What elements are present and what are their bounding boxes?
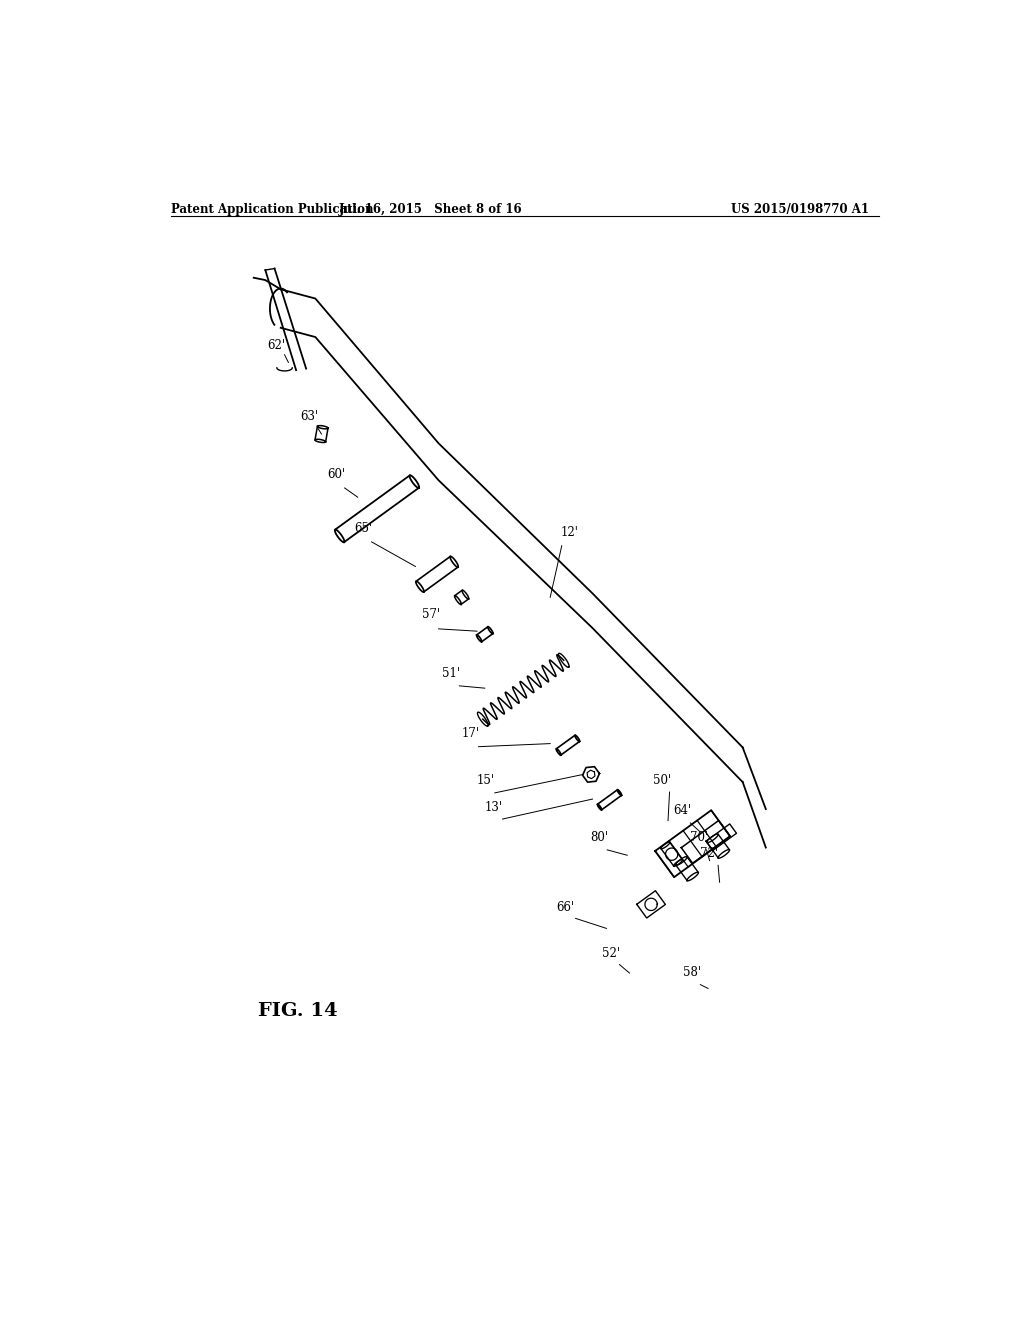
Text: 51': 51' bbox=[442, 667, 461, 680]
Text: 63': 63' bbox=[300, 411, 318, 424]
Text: 52': 52' bbox=[602, 946, 620, 960]
Text: 64': 64' bbox=[674, 804, 691, 817]
Text: 57': 57' bbox=[422, 609, 439, 622]
Text: 15': 15' bbox=[477, 775, 495, 788]
Text: 60': 60' bbox=[327, 469, 345, 480]
Text: Patent Application Publication: Patent Application Publication bbox=[171, 203, 373, 216]
Text: 12': 12' bbox=[560, 525, 579, 539]
Text: 66': 66' bbox=[556, 900, 574, 913]
Text: 70': 70' bbox=[689, 832, 708, 845]
Text: 50': 50' bbox=[652, 774, 671, 787]
Text: 80': 80' bbox=[590, 832, 608, 845]
Text: FIG. 14: FIG. 14 bbox=[258, 1002, 337, 1019]
Text: 72': 72' bbox=[700, 847, 719, 859]
Text: Jul. 16, 2015   Sheet 8 of 16: Jul. 16, 2015 Sheet 8 of 16 bbox=[339, 203, 522, 216]
Text: 65': 65' bbox=[354, 521, 372, 535]
Text: 13': 13' bbox=[484, 801, 503, 813]
Text: 58': 58' bbox=[683, 966, 701, 979]
Text: 62': 62' bbox=[267, 339, 286, 352]
Text: US 2015/0198770 A1: US 2015/0198770 A1 bbox=[731, 203, 869, 216]
Text: 17': 17' bbox=[462, 727, 479, 741]
